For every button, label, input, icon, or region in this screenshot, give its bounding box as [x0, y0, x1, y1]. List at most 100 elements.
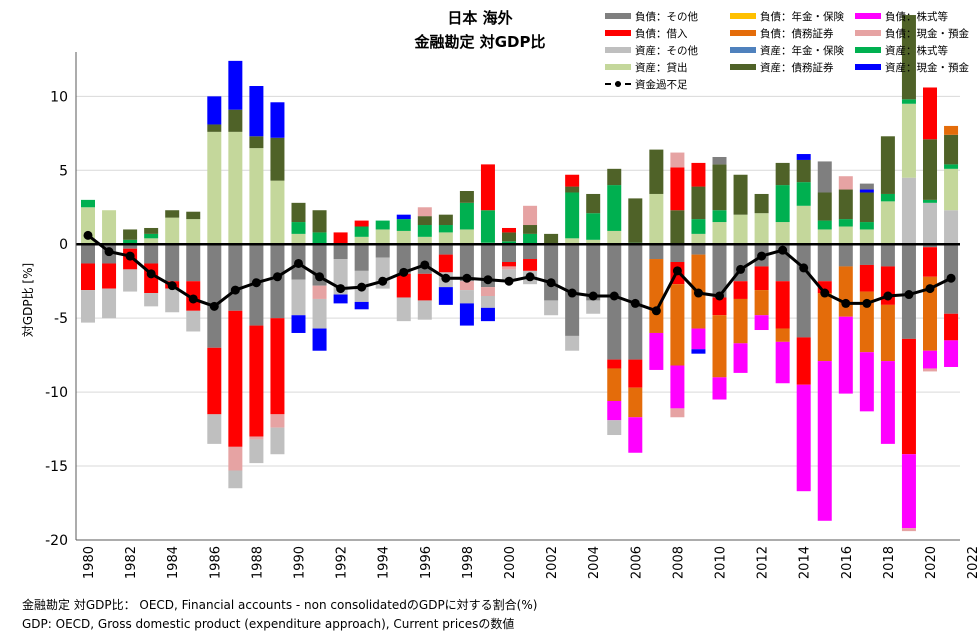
bar-segment: [354, 226, 369, 237]
bar-segment: [249, 136, 264, 149]
bar-segment: [796, 182, 811, 206]
bar-segment: [859, 229, 874, 245]
legend-label: 負債：株式等: [885, 10, 948, 23]
x-tick-label: 1988: [250, 546, 265, 579]
bar-segment: [880, 304, 895, 362]
bar-segment: [607, 230, 622, 245]
balance-point: [715, 291, 724, 301]
legend-label: 資産：現金・預金: [885, 61, 969, 74]
bar-segment: [417, 273, 432, 301]
bar-segment: [291, 315, 306, 333]
bar-segment: [438, 244, 453, 255]
bar-segment: [228, 446, 243, 471]
bar-segment: [333, 232, 348, 245]
bar-segment: [523, 244, 538, 260]
bar-segment: [81, 244, 95, 264]
bar-segment: [880, 201, 895, 245]
legend-swatch: [730, 13, 756, 19]
balance-point: [188, 294, 198, 304]
bar-segment: [186, 219, 201, 245]
x-tick-label: 1996: [419, 546, 434, 579]
bar-segment: [270, 414, 285, 428]
legend: 負債：その他 負債：年金・保険 負債：株式等 負債：借入 負債：債務証券 負債：現金・預金…: [605, 8, 977, 93]
bar-segment: [838, 266, 853, 317]
bar-segment: [859, 264, 874, 292]
bar-segment: [923, 202, 937, 245]
x-tick-label: 2006: [629, 546, 644, 579]
legend-swatch: [855, 64, 881, 70]
bar-segment: [859, 192, 874, 223]
x-tick-label: 1990: [293, 546, 308, 579]
balance-point: [483, 275, 493, 285]
balance-point: [651, 306, 661, 316]
bar-segment: [249, 439, 264, 464]
legend-item: 資産：その他: [605, 42, 698, 58]
legend-swatch: [605, 47, 631, 53]
legend-item: 負債：その他: [605, 8, 698, 24]
bar-segment: [607, 359, 622, 369]
legend-label: 資産：貸出: [635, 61, 688, 74]
x-tick-label: 1998: [461, 546, 476, 579]
bar-segment: [754, 213, 769, 245]
x-tick-label: 2002: [545, 546, 560, 579]
balance-point: [672, 266, 682, 276]
bar-segment: [712, 156, 727, 165]
bar-segment: [817, 361, 832, 521]
bar-segment: [923, 199, 937, 203]
legend-line-swatch: [605, 81, 631, 87]
bar-segment: [186, 211, 201, 220]
balance-point: [83, 230, 93, 240]
bar-segment: [733, 298, 748, 344]
chart-title-line1: 日本 海外: [447, 9, 513, 27]
bar-segment: [438, 232, 453, 245]
bar-segment: [480, 210, 495, 243]
bar-segment: [459, 244, 474, 282]
bar-segment: [165, 244, 180, 282]
x-tick-label: 1992: [335, 546, 350, 579]
bar-segment: [228, 244, 243, 311]
legend-item: 負債：現金・預金: [855, 25, 969, 41]
legend-item: 資産：現金・預金: [855, 59, 969, 75]
bar-segment: [270, 137, 285, 181]
bar-segment: [459, 202, 474, 230]
bar-segment: [165, 217, 180, 245]
legend-item: 負債：借入: [605, 25, 688, 41]
bar-segment: [459, 191, 474, 203]
x-tick-label: 2010: [714, 546, 729, 579]
bar-segment: [502, 261, 516, 267]
legend-swatch: [605, 30, 631, 36]
bar-segment: [523, 205, 538, 226]
x-tick-label: 2018: [882, 546, 897, 579]
bar-segment: [375, 244, 390, 258]
bar-segment: [775, 341, 790, 384]
bar-segment: [838, 189, 853, 220]
balance-point: [146, 269, 156, 279]
y-tick-label: 5: [59, 163, 68, 179]
balance-point: [420, 260, 430, 270]
bar-segment: [502, 244, 516, 262]
bar-segment: [270, 102, 285, 138]
bar-segment: [607, 368, 622, 401]
bar-segment: [628, 387, 643, 418]
bar-segment: [207, 414, 222, 444]
bar-segment: [480, 307, 495, 322]
bar-segment: [628, 417, 643, 453]
bar-segment: [354, 220, 369, 227]
bar-segment: [901, 454, 916, 529]
bar-segment: [354, 301, 369, 310]
balance-point: [567, 288, 577, 298]
bar-segment: [775, 162, 790, 186]
bar-segment: [565, 174, 580, 187]
bar-segment: [586, 300, 601, 314]
bar-segment: [459, 229, 474, 245]
balance-point: [378, 276, 388, 286]
bar-segment: [691, 162, 706, 187]
bar-segment: [712, 222, 727, 245]
bar-segment: [81, 263, 95, 291]
balance-point: [904, 290, 914, 300]
x-tick-label: 2000: [503, 546, 518, 579]
bar-segment: [628, 198, 643, 243]
bar-segment: [123, 229, 138, 240]
bar-segment: [607, 168, 622, 186]
